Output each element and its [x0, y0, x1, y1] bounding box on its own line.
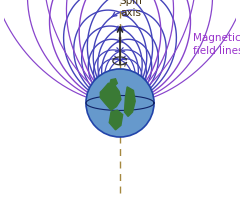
Text: Spin
axis: Spin axis: [119, 0, 142, 18]
Circle shape: [86, 69, 154, 137]
Text: Magnetic
field lines: Magnetic field lines: [193, 33, 240, 56]
Polygon shape: [109, 79, 117, 87]
Polygon shape: [109, 110, 123, 130]
Polygon shape: [100, 83, 121, 110]
Polygon shape: [125, 87, 135, 116]
